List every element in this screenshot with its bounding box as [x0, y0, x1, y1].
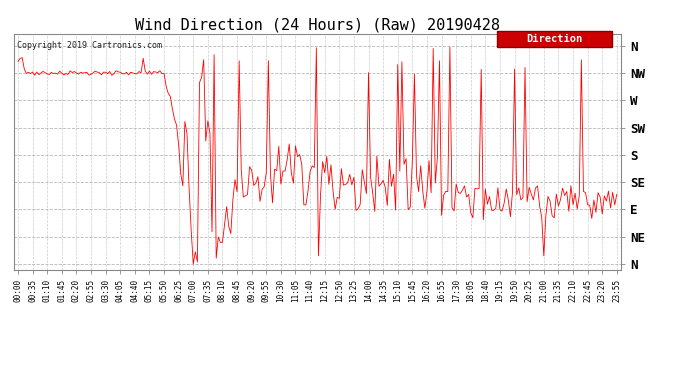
- FancyBboxPatch shape: [497, 32, 612, 47]
- Text: Copyright 2019 Cartronics.com: Copyright 2019 Cartronics.com: [17, 41, 162, 50]
- Text: Direction: Direction: [526, 34, 582, 44]
- Title: Wind Direction (24 Hours) (Raw) 20190428: Wind Direction (24 Hours) (Raw) 20190428: [135, 18, 500, 33]
